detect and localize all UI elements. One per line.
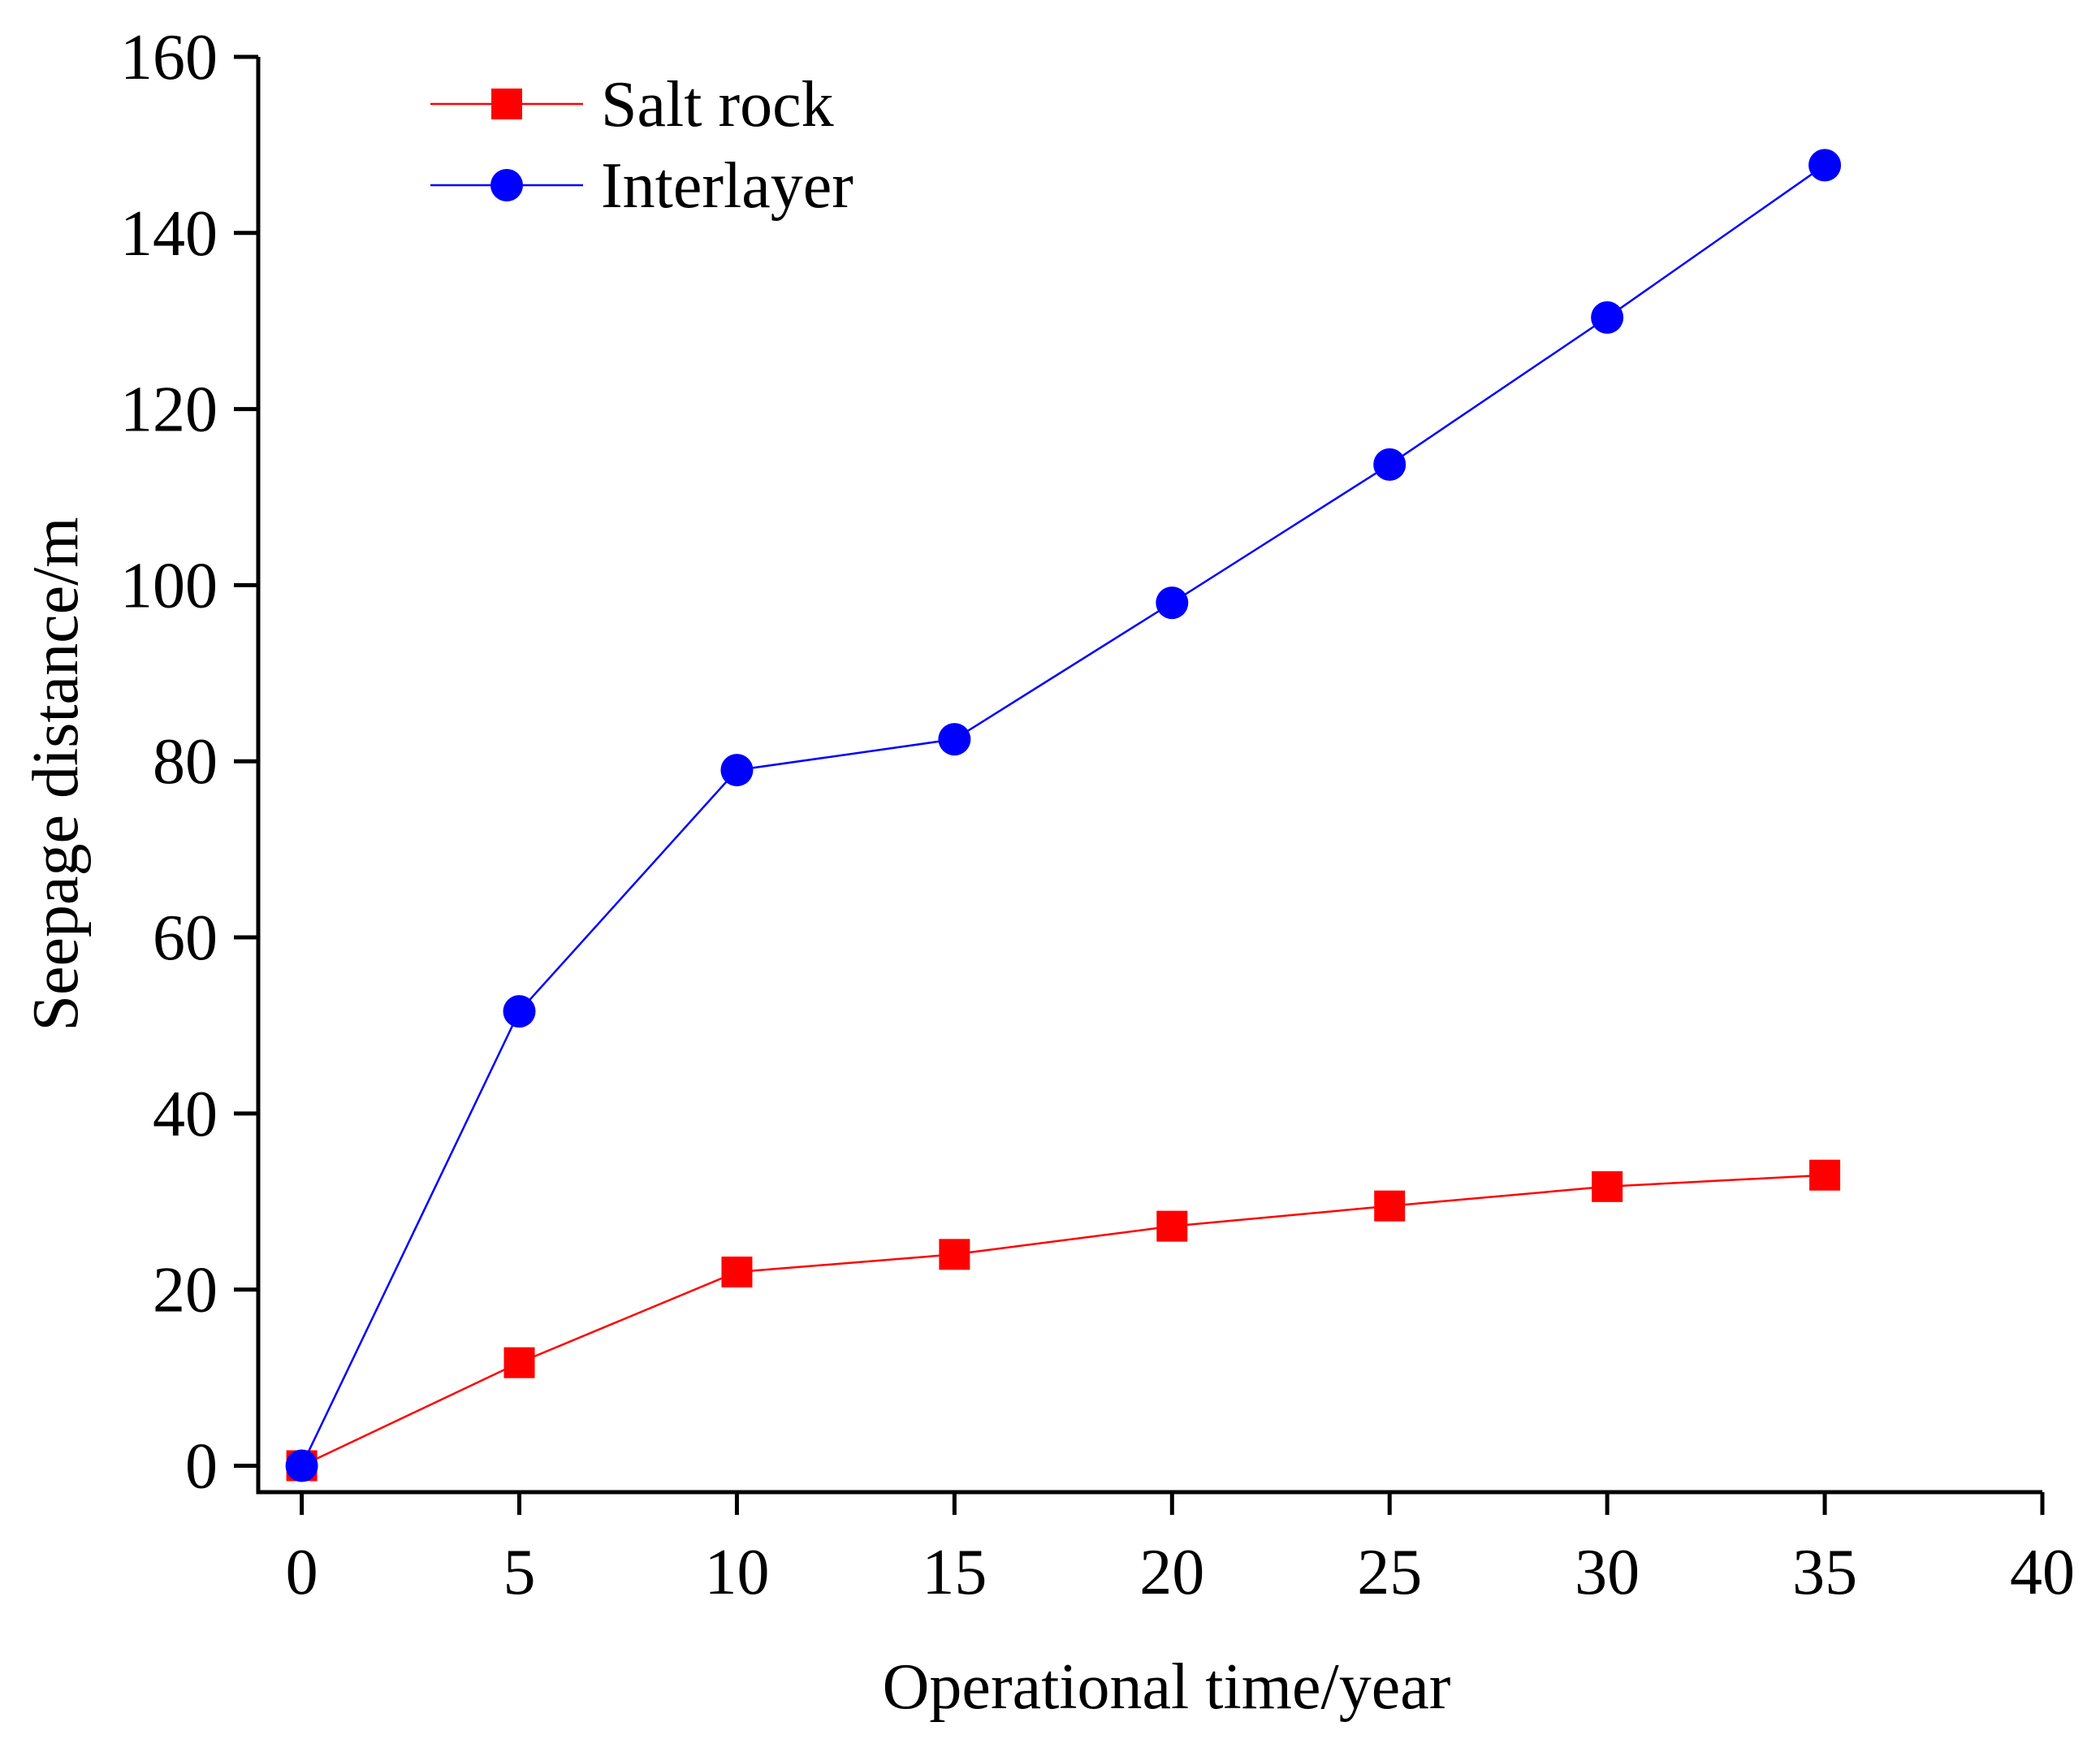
data-point-interlayer	[1808, 149, 1842, 182]
y-tick-label: 40	[153, 1079, 218, 1150]
data-point-interlayer	[285, 1449, 318, 1482]
y-tick-label: 20	[153, 1255, 218, 1326]
legend-marker-salt-rock	[491, 89, 522, 119]
x-tick-label: 0	[286, 1537, 318, 1608]
x-tick-label: 30	[1575, 1537, 1640, 1608]
data-point-interlayer	[938, 723, 971, 756]
data-point-salt-rock	[503, 1347, 535, 1378]
x-tick-label: 15	[922, 1537, 987, 1608]
x-tick-label: 25	[1357, 1537, 1422, 1608]
data-point-salt-rock	[1592, 1170, 1623, 1202]
x-tick-label: 5	[503, 1537, 536, 1608]
x-ticks: 0 5 10 15 20 25 30 35 40	[286, 1492, 2075, 1608]
series-interlayer	[285, 149, 1842, 1482]
x-tick-label: 10	[704, 1537, 769, 1608]
x-axis-title: Operational time/year	[883, 1651, 1451, 1723]
series-salt-rock	[286, 1159, 1841, 1482]
series-layer	[285, 149, 1842, 1482]
series-line-salt-rock	[301, 1174, 1826, 1467]
legend-item-interlayer: Interlayer	[430, 150, 853, 222]
data-point-interlayer	[1156, 586, 1189, 620]
x-tick-label: 40	[2010, 1537, 2075, 1608]
x-tick-label: 35	[1792, 1537, 1857, 1608]
data-point-interlayer	[720, 754, 754, 787]
y-tick-label: 140	[120, 198, 218, 270]
legend-label-interlayer: Interlayer	[601, 150, 853, 222]
legend-marker-interlayer	[490, 169, 523, 201]
y-tick-label: 160	[120, 22, 218, 93]
y-tick-label: 100	[120, 550, 218, 621]
data-point-salt-rock	[939, 1239, 970, 1270]
legend-item-salt-rock: Salt rock	[430, 69, 834, 141]
data-point-salt-rock	[1809, 1159, 1841, 1191]
data-point-interlayer	[503, 995, 536, 1028]
y-ticks: 0 20 40 60 80 100 120 140 160	[120, 22, 258, 1502]
y-tick-label: 80	[153, 726, 218, 798]
x-tick-label: 20	[1139, 1537, 1204, 1608]
series-line-interlayer	[300, 164, 1826, 1467]
data-point-salt-rock	[1156, 1210, 1188, 1242]
y-tick-label: 0	[185, 1430, 218, 1502]
data-point-salt-rock	[1374, 1190, 1406, 1222]
data-point-interlayer	[1373, 448, 1406, 481]
legend: Salt rock Interlayer	[430, 69, 853, 222]
legend-label-salt-rock: Salt rock	[601, 69, 834, 141]
y-tick-label: 120	[120, 374, 218, 446]
y-axis-title: Seepage distance/m	[20, 517, 92, 1031]
axes	[256, 57, 2042, 1495]
data-point-salt-rock	[721, 1256, 753, 1287]
y-tick-label: 60	[153, 902, 218, 974]
data-point-interlayer	[1591, 301, 1624, 334]
